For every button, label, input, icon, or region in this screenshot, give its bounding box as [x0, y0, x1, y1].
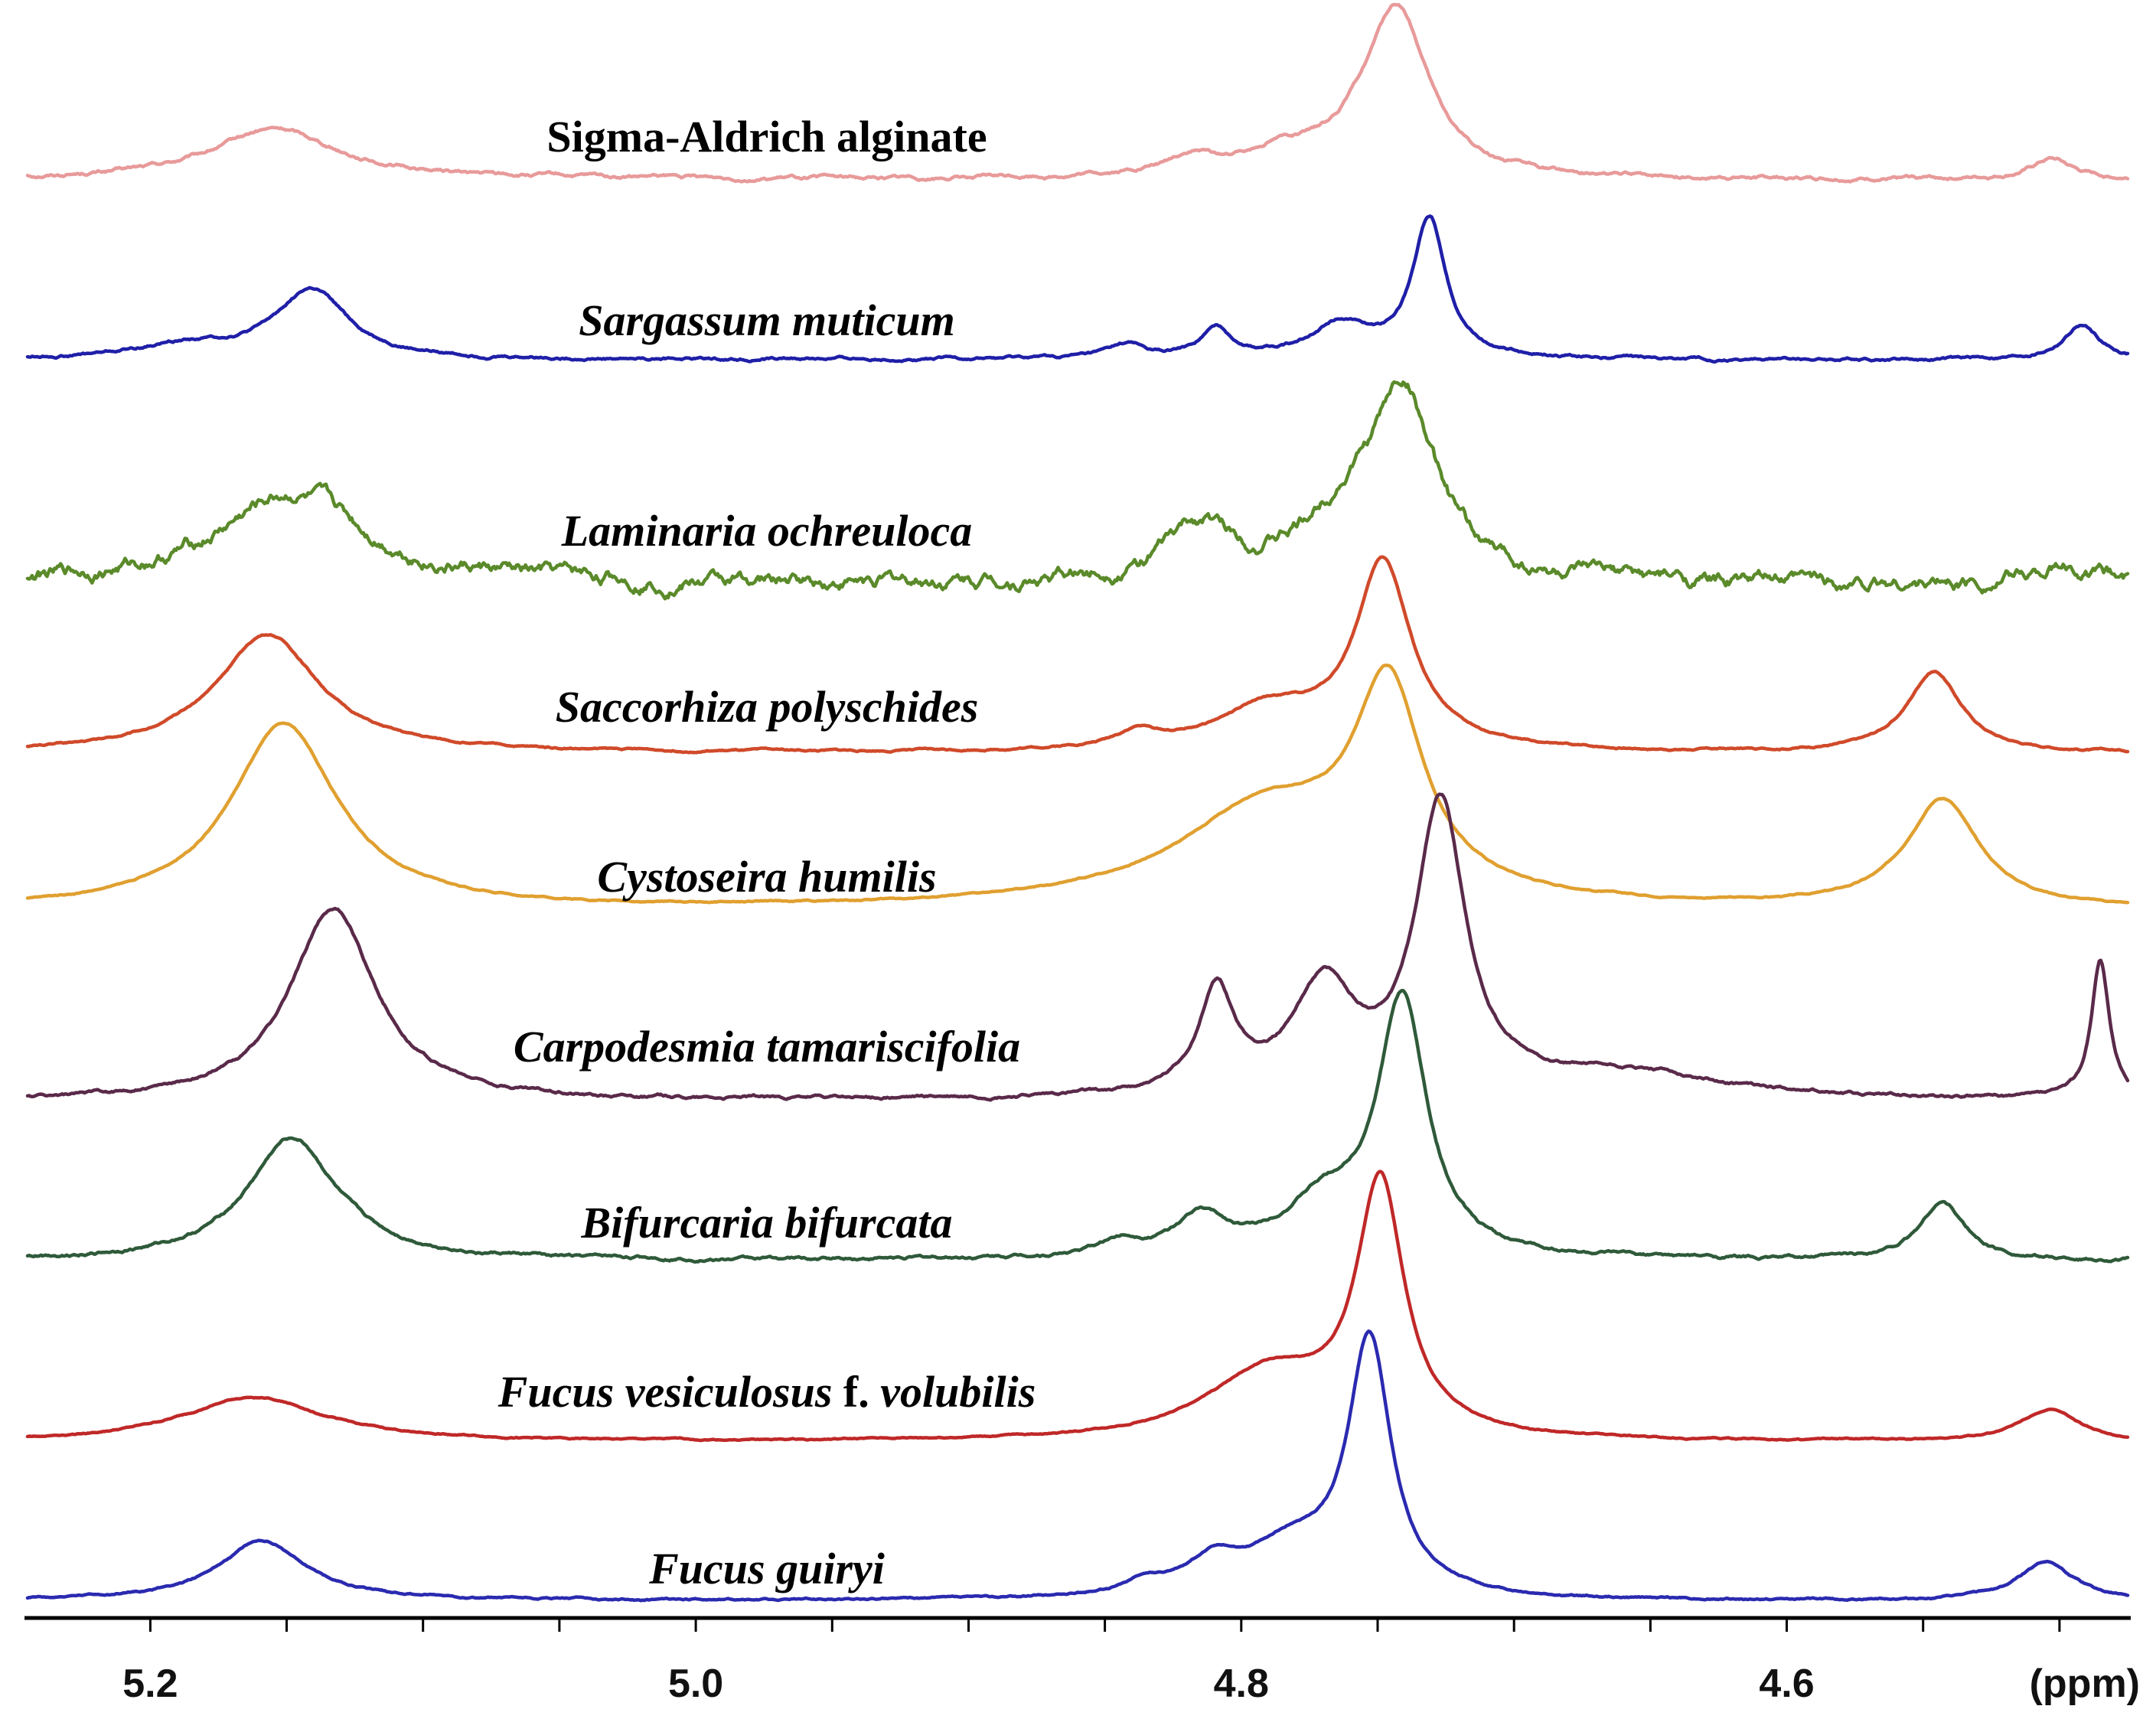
spectrum-label-2-part-1: Sargassum muticum: [579, 295, 955, 345]
spectrum-label-9-part-1: Fucus guiryi: [648, 1544, 885, 1593]
spectrum-line-7: [25, 988, 2130, 1264]
spectrum-label-8-part-1: Fucus vesiculosus: [497, 1367, 833, 1417]
spectrum-label-5: Cystoseira humilis: [597, 852, 936, 902]
spectrum-label-4: Saccorhiza polyschides: [556, 682, 979, 732]
spectra-labels: Sigma-Aldrich alginate Sargassum muticum L…: [497, 112, 1036, 1593]
spectrum-label-2: Sargassum muticum: [579, 295, 955, 345]
spectrum-line-2: [25, 214, 2130, 364]
x-tick-label-2: 5.0: [668, 1662, 723, 1706]
spectrum-label-8-part-2: f.: [832, 1367, 880, 1417]
spectrum-line-4: [25, 555, 2130, 755]
x-axis-ticks: [148, 1618, 2061, 1632]
spectrum-label-3-part-1: Laminaria ochreuloca: [561, 506, 973, 556]
x-axis: 5.2 5.0 4.8 4.6 (ppm): [24, 1616, 2140, 1706]
spectrum-label-8: Fucus vesiculosus f. volubilis: [497, 1367, 1036, 1417]
spectrum-label-1-part-1: Sigma-Aldrich alginate: [546, 112, 987, 161]
spectrum-label-6-part-1: Carpodesmia tamariscifolia: [514, 1022, 1020, 1072]
spectrum-line-8: [25, 1169, 2130, 1443]
spectrum-line-1: [25, 2, 2130, 184]
x-axis-tick-labels: 5.2 5.0 4.8 4.6: [122, 1662, 1814, 1706]
spectra-traces: [25, 2, 2130, 1603]
x-tick-label-1: 5.2: [122, 1662, 178, 1706]
spectrum-label-5-part-1: Cystoseira humilis: [597, 852, 936, 902]
spectrum-label-3: Laminaria ochreuloca: [561, 506, 973, 556]
spectrum-label-6: Carpodesmia tamariscifolia: [514, 1022, 1020, 1072]
spectrum-label-1: Sigma-Aldrich alginate: [546, 112, 987, 161]
spectrum-line-9: [25, 1329, 2130, 1603]
spectrum-label-4-part-1: Saccorhiza polyschides: [556, 682, 979, 732]
spectrum-line-6: [25, 792, 2130, 1102]
spectrum-label-8-part-3: volubilis: [880, 1367, 1036, 1417]
spectrum-label-7: Bifurcaria bifurcata: [581, 1198, 953, 1248]
spectrum-line-3: [25, 380, 2130, 601]
x-tick-label-4: 4.6: [1759, 1662, 1814, 1706]
x-axis-unit-label: (ppm): [2030, 1662, 2140, 1706]
spectrum-line-5: [25, 663, 2130, 905]
x-tick-label-3: 4.8: [1214, 1662, 1269, 1706]
spectrum-label-9: Fucus guiryi: [648, 1544, 885, 1593]
spectrum-label-7-part-1: Bifurcaria bifurcata: [581, 1198, 953, 1248]
